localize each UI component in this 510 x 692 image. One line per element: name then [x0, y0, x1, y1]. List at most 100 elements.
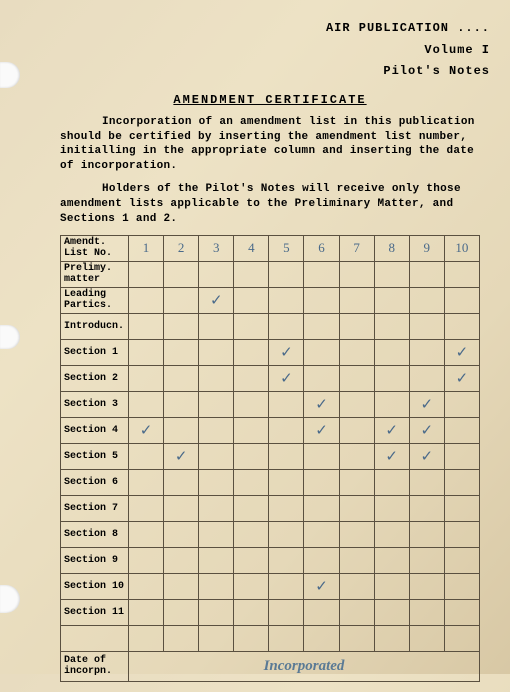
table-cell — [164, 391, 199, 417]
table-cell — [304, 625, 339, 651]
table-cell: ✓ — [444, 339, 479, 365]
table-cell — [374, 339, 409, 365]
table-header-row: Amendt. List No. 1 2 3 4 5 6 7 8 9 10 — [61, 235, 480, 261]
col-header: 6 — [304, 235, 339, 261]
table-cell — [374, 261, 409, 287]
table-cell — [339, 599, 374, 625]
table-cell — [374, 599, 409, 625]
table-cell — [409, 365, 444, 391]
table-cell — [304, 261, 339, 287]
table-row — [61, 625, 480, 651]
col-header: 10 — [444, 235, 479, 261]
footer-text: Incorporated — [129, 651, 480, 681]
table-cell — [374, 521, 409, 547]
table-cell — [374, 365, 409, 391]
table-cell — [269, 521, 304, 547]
table-cell — [234, 443, 269, 469]
table-cell — [269, 625, 304, 651]
col-header: 3 — [199, 235, 234, 261]
table-cell — [234, 625, 269, 651]
col-header: 9 — [409, 235, 444, 261]
table-cell — [374, 625, 409, 651]
table-cell: ✓ — [269, 365, 304, 391]
table-cell — [129, 339, 164, 365]
header-line: AIR PUBLICATION .... — [60, 18, 490, 40]
table-cell — [444, 443, 479, 469]
table-cell — [129, 391, 164, 417]
table-cell — [409, 573, 444, 599]
table-cell — [339, 365, 374, 391]
table-cell — [269, 261, 304, 287]
paragraph-text: Incorporation of an amendment list in th… — [60, 116, 475, 173]
table-row: Section 3✓✓ — [61, 391, 480, 417]
table-cell — [374, 573, 409, 599]
table-cell: ✓ — [444, 365, 479, 391]
amendment-table: Amendt. List No. 1 2 3 4 5 6 7 8 9 10 Pr… — [60, 235, 480, 682]
table-cell — [199, 469, 234, 495]
table-cell: ✓ — [269, 339, 304, 365]
table-cell — [234, 547, 269, 573]
table-cell — [304, 547, 339, 573]
table-cell — [444, 625, 479, 651]
table-cell — [129, 443, 164, 469]
table-cell — [304, 365, 339, 391]
table-cell — [164, 521, 199, 547]
table-row: Prelimy. matter — [61, 261, 480, 287]
table-cell — [374, 391, 409, 417]
table-cell — [339, 521, 374, 547]
table-cell — [199, 365, 234, 391]
table-cell: ✓ — [409, 417, 444, 443]
table-cell — [164, 417, 199, 443]
header-line: Pilot's Notes — [60, 61, 490, 83]
table-cell — [129, 495, 164, 521]
table-cell — [199, 391, 234, 417]
table-cell — [164, 287, 199, 313]
table-cell — [304, 599, 339, 625]
table-cell — [339, 547, 374, 573]
col-header: 2 — [164, 235, 199, 261]
row-label: Section 8 — [61, 521, 129, 547]
table-cell — [444, 313, 479, 339]
table-cell — [339, 339, 374, 365]
page-title: AMENDMENT CERTIFICATE — [60, 93, 480, 107]
row-label: Section 5 — [61, 443, 129, 469]
table-cell — [409, 521, 444, 547]
table-cell — [339, 469, 374, 495]
table-cell: ✓ — [164, 443, 199, 469]
table-cell — [129, 521, 164, 547]
table-cell — [164, 495, 199, 521]
table-cell — [234, 313, 269, 339]
table-cell: ✓ — [409, 391, 444, 417]
table-cell — [199, 599, 234, 625]
table-cell — [199, 547, 234, 573]
table-cell — [234, 417, 269, 443]
table-cell — [304, 521, 339, 547]
footer-row: Date of incorpn. Incorporated — [61, 651, 480, 681]
table-row: Section 11 — [61, 599, 480, 625]
col-header: 5 — [269, 235, 304, 261]
table-cell — [374, 287, 409, 313]
table-row: Introducn. — [61, 313, 480, 339]
table-cell — [129, 365, 164, 391]
page: AIR PUBLICATION .... Volume I Pilot's No… — [0, 0, 510, 692]
table-cell — [269, 417, 304, 443]
table-cell — [409, 547, 444, 573]
table-cell — [199, 495, 234, 521]
table-cell — [374, 495, 409, 521]
table-cell — [444, 521, 479, 547]
table-cell — [269, 391, 304, 417]
table-cell — [269, 287, 304, 313]
row-label — [61, 625, 129, 651]
row-label: Section 1 — [61, 339, 129, 365]
table-row: Section 10✓ — [61, 573, 480, 599]
table-cell — [374, 313, 409, 339]
table-cell — [164, 313, 199, 339]
table-cell — [444, 599, 479, 625]
table-row: Section 8 — [61, 521, 480, 547]
table-cell: ✓ — [129, 417, 164, 443]
table-cell — [234, 391, 269, 417]
row-label: Section 11 — [61, 599, 129, 625]
table-cell — [199, 417, 234, 443]
table-cell — [234, 339, 269, 365]
table-row: Section 1 ✓ ✓ — [61, 339, 480, 365]
